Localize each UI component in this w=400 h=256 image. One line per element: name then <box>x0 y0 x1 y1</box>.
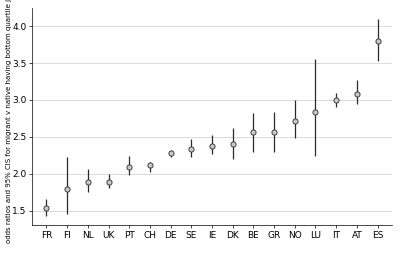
Point <box>105 180 112 184</box>
Point <box>43 206 50 210</box>
Point <box>209 144 215 148</box>
Point <box>188 147 194 151</box>
Point <box>126 165 132 169</box>
Point <box>64 187 70 191</box>
Y-axis label: odds ratios and 95% CIS for migrant v native having bottom quartile job: odds ratios and 95% CIS for migrant v na… <box>6 0 12 243</box>
Point <box>168 151 174 155</box>
Point <box>230 142 236 146</box>
Point <box>85 180 91 185</box>
Point <box>250 130 256 134</box>
Point <box>312 110 319 114</box>
Point <box>271 130 277 134</box>
Point <box>374 39 381 43</box>
Point <box>147 163 153 167</box>
Point <box>292 119 298 123</box>
Point <box>333 98 339 102</box>
Point <box>354 92 360 96</box>
